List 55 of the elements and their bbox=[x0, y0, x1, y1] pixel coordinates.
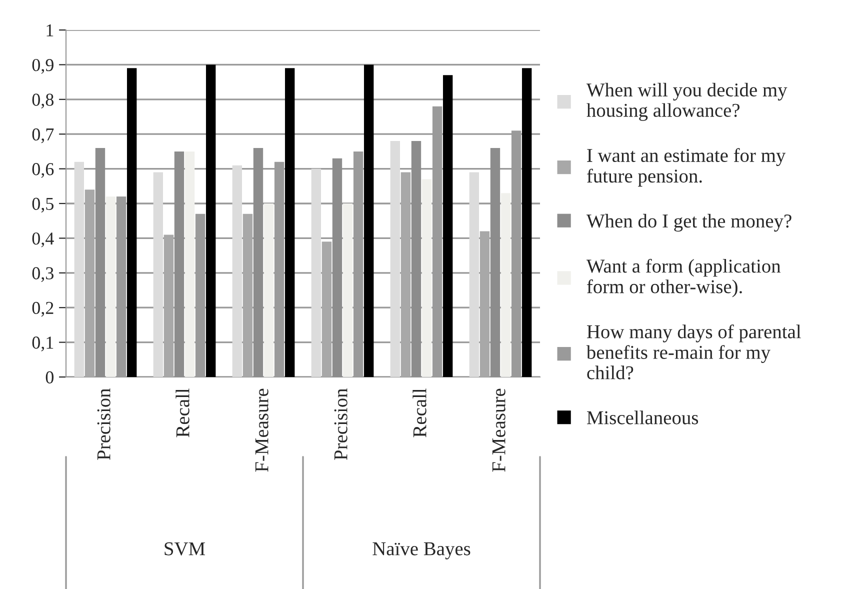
legend-label: When will you decide my housing allowance? bbox=[586, 82, 788, 121]
y-tick-label: 0,5 bbox=[32, 198, 54, 213]
bar bbox=[242, 214, 253, 377]
bar bbox=[469, 172, 480, 377]
bar bbox=[442, 75, 453, 377]
legend-label: When do I get the money? bbox=[586, 214, 792, 232]
bar bbox=[322, 242, 332, 377]
x-tick-label: Precision bbox=[334, 388, 348, 460]
legend-label: I want an estimate for my future pension. bbox=[587, 148, 786, 187]
bar bbox=[311, 168, 322, 377]
bar bbox=[232, 165, 242, 377]
bar bbox=[500, 193, 511, 377]
bar bbox=[153, 172, 164, 377]
bar bbox=[264, 204, 274, 377]
y-tick-label: 0,6 bbox=[32, 163, 54, 178]
x-tick-label: Precision bbox=[97, 388, 110, 460]
bar bbox=[522, 68, 532, 377]
bar bbox=[184, 151, 195, 377]
y-tick-label: 0,7 bbox=[32, 128, 54, 144]
text: Naïve Bayes bbox=[372, 542, 470, 560]
bar bbox=[84, 190, 95, 377]
bar bbox=[422, 179, 432, 377]
legend-label: Miscellaneous bbox=[586, 410, 698, 424]
bar bbox=[95, 148, 106, 377]
legend-label: How many days of parental benefits re-main for my child? bbox=[586, 324, 801, 380]
y-tick-label: 0,9 bbox=[32, 58, 54, 74]
y-tick-label: 0,4 bbox=[32, 232, 54, 248]
text: SVM bbox=[164, 542, 206, 556]
bar bbox=[364, 64, 374, 377]
x-tick-label: Recall bbox=[412, 388, 426, 438]
legend-label: Want a form (application form or other-wise). bbox=[586, 258, 781, 298]
bar bbox=[342, 204, 353, 377]
bar bbox=[126, 68, 137, 377]
bar bbox=[74, 162, 84, 377]
bar bbox=[332, 158, 342, 377]
bar bbox=[206, 64, 216, 377]
x-tick-label: F-Measure bbox=[255, 388, 268, 472]
bar bbox=[411, 141, 422, 377]
y-tick-label: 0 bbox=[46, 371, 54, 384]
y-tick-label: 0,1 bbox=[32, 336, 54, 352]
bar bbox=[174, 151, 184, 377]
bar bbox=[106, 196, 116, 377]
y-tick-label: 1 bbox=[46, 24, 54, 36]
y-tick-label: 0,3 bbox=[32, 267, 54, 282]
y-tick-label: 0,8 bbox=[32, 94, 54, 108]
bar bbox=[164, 234, 174, 377]
bar bbox=[284, 68, 295, 377]
bar bbox=[253, 148, 264, 377]
bar bbox=[390, 141, 400, 377]
bar bbox=[400, 172, 411, 377]
x-tick-label: F-Measure bbox=[492, 388, 506, 472]
bar bbox=[480, 231, 490, 377]
y-tick-label: 0,2 bbox=[32, 302, 54, 317]
bar bbox=[490, 148, 500, 377]
x-tick-label: Recall bbox=[176, 388, 190, 438]
